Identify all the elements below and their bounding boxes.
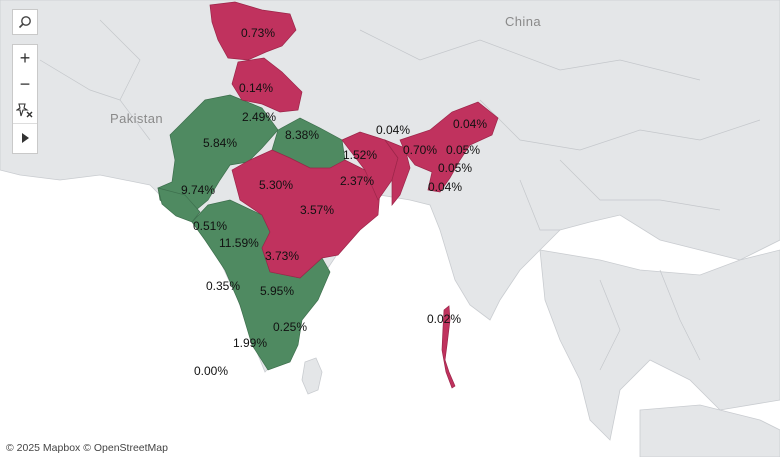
zoom-in-button[interactable]: + (19, 48, 31, 68)
north-east (399, 101, 499, 193)
search-button[interactable] (13, 10, 37, 34)
search-icon (18, 16, 31, 29)
value-label: 9.74% (181, 183, 215, 197)
states-red[interactable] (209, 1, 499, 389)
value-label: 2.49% (242, 110, 276, 124)
admin-borders (39, 19, 761, 371)
value-label: 3.57% (300, 203, 334, 217)
label-china: China (505, 14, 541, 29)
value-label: 0.04% (453, 117, 487, 131)
value-label: 0.25% (273, 320, 307, 334)
value-label: 8.38% (285, 128, 319, 142)
central-india (231, 149, 381, 279)
reset-map-button[interactable] (13, 97, 37, 123)
search-toolbar (12, 9, 38, 35)
unpin-icon (16, 103, 33, 118)
andaman-nicobar (441, 305, 456, 389)
value-label: 0.00% (194, 364, 228, 378)
zoom-toolbar: + − (12, 44, 38, 154)
region-value-labels: 0.73% 0.14% 2.49% 8.38% 5.84% 9.74% 5.30… (181, 26, 487, 378)
value-label: 0.02% (427, 312, 461, 326)
value-label: 0.73% (241, 26, 275, 40)
play-icon (22, 133, 29, 143)
label-pakistan: Pakistan (110, 111, 163, 126)
value-label: 5.84% (203, 136, 237, 150)
value-label: 5.30% (259, 178, 293, 192)
value-label: 0.51% (193, 219, 227, 233)
value-label: 1.52% (343, 148, 377, 162)
himachal-uttarakhand (231, 57, 303, 113)
value-label: 0.14% (239, 81, 273, 95)
value-label: 1.99% (233, 336, 267, 350)
value-label: 0.05% (438, 161, 472, 175)
value-label: 0.35% (206, 279, 240, 293)
value-label: 5.95% (260, 284, 294, 298)
value-label: 11.59% (219, 236, 259, 250)
value-label: 0.04% (376, 123, 410, 137)
expand-toolbar-button[interactable] (13, 123, 37, 152)
value-label: 0.05% (446, 143, 480, 157)
states-green[interactable] (157, 94, 346, 371)
jammu-kashmir (209, 1, 297, 61)
value-label: 3.73% (265, 249, 299, 263)
value-label: 0.70% (403, 143, 437, 157)
value-label: 2.37% (340, 174, 374, 188)
map-attribution[interactable]: © 2025 Mapbox © OpenStreetMap (6, 442, 168, 454)
value-label: 0.04% (428, 180, 462, 194)
zoom-out-button[interactable]: − (19, 74, 31, 94)
